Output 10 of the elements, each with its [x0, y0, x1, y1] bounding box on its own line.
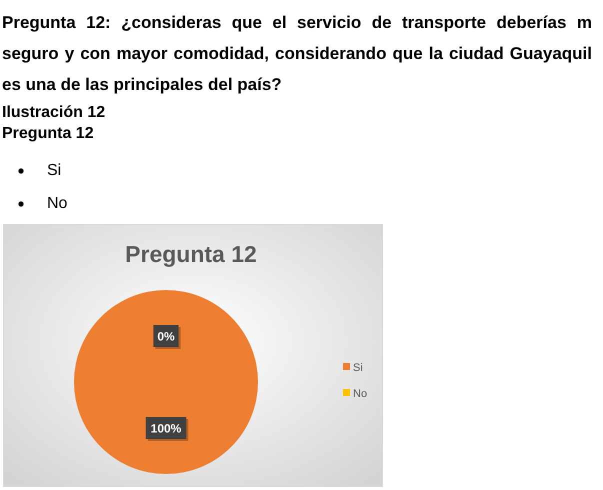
data-label: 100%: [150, 421, 182, 436]
text: Pregunta 12: [2, 124, 94, 144]
text: 0%: [157, 329, 175, 344]
legend-label: No: [353, 388, 368, 400]
text: Pregunta 12: ¿consideras que el servicio de transporte deberías m seguro y con mayor comodidad, considerando que la ciudad Guayaquil es una de las principales del país?: [2, 12, 592, 96]
text: Ilustración 12: [2, 103, 106, 123]
text: No: [47, 194, 68, 214]
chart-title: Pregunta 12: [125, 241, 257, 268]
text: Si: [47, 161, 62, 181]
legend-label: Si: [353, 362, 363, 374]
